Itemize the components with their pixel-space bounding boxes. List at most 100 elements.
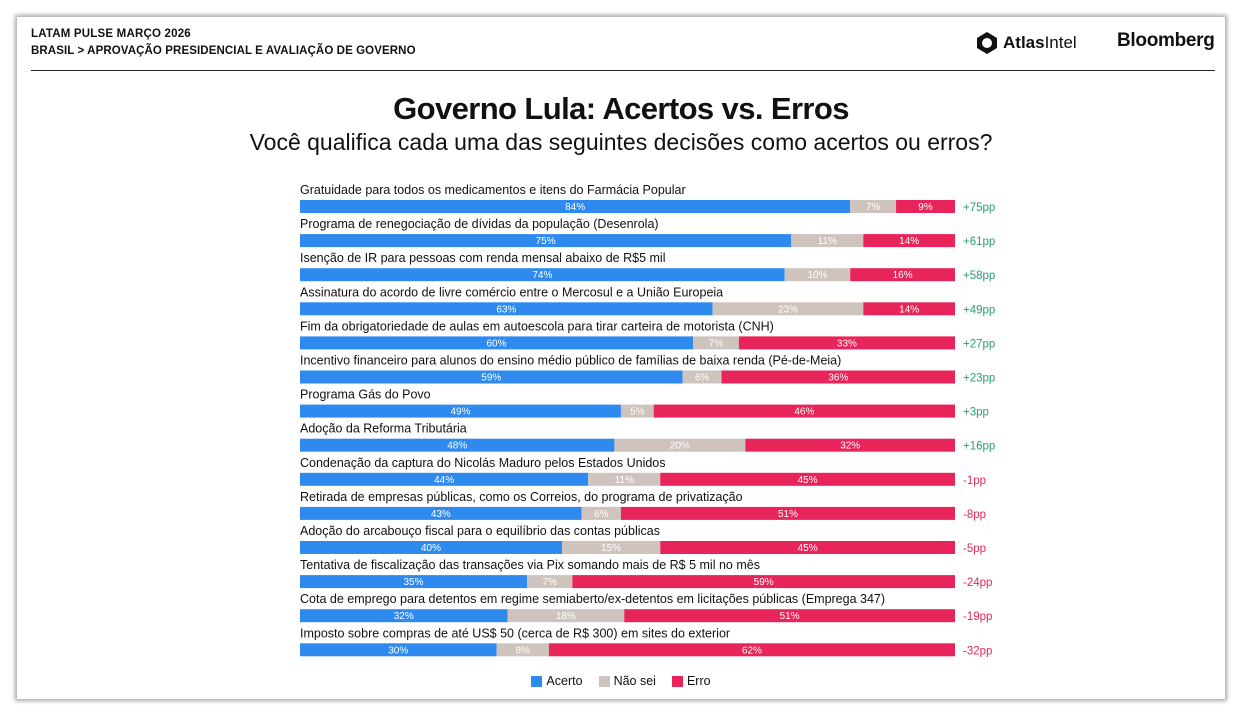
net-difference-label: -19pp [963,611,992,623]
bloomberg-logo: Bloomberg [1117,30,1215,51]
bar-nao-sei-value: 7% [542,577,557,588]
atlasintel-logo-text: AtlasIntel [1003,33,1077,52]
chart-row: Isenção de IR para pessoas com renda men… [300,251,995,282]
question-label: Incentivo financeiro para alunos do ensi… [300,354,841,368]
bar-acerto [300,404,621,418]
bar-acerto [300,472,589,486]
bar-erro-value: 62% [742,645,762,656]
chart-row: Retirada de empresas públicas, como os C… [300,490,986,521]
bar-acerto-value: 75% [536,236,556,247]
chart-subtitle: Você qualifica cada uma das seguintes de… [249,129,993,155]
bar-erro [896,200,955,213]
chart-row: Adoção da Reforma Tributária 48% 20% 32% +16… [300,422,995,453]
net-difference-label: +27pp [963,338,995,350]
report-series-title: LATAM PULSE MARÇO 2026 [31,28,191,40]
legend-swatch-nao-sei [598,675,610,687]
bar-erro [660,541,955,554]
question-label: Gratuidade para todos os medicamentos e … [300,183,686,197]
chart-row: Tentativa de fiscalização das transações… [300,558,992,589]
chart-row: Gratuidade para todos os medicamentos e … [300,183,995,214]
bar-erro-value: 16% [893,270,913,281]
net-difference-label: +61pp [963,236,995,248]
bar-acerto [300,575,527,589]
question-label: Condenação da captura do Nicolás Maduro … [300,456,666,470]
bar-nao-sei-value: 11% [615,475,634,486]
bar-erro-value: 14% [899,304,919,315]
chart-row: Programa Gás do Povo 49% 5% 46% +3pp [300,388,989,419]
question-label: Programa de renegociação de dívidas da p… [300,217,659,231]
net-difference-label: +3pp [963,407,989,419]
bar-erro [863,234,955,248]
bar-acerto-value: 30% [388,645,408,656]
question-label: Adoção do arcabouço fiscal para o equilí… [300,524,660,538]
bar-acerto-value: 49% [450,407,470,418]
bar-nao-sei [588,472,661,486]
bar-nao-sei [526,575,573,589]
bar-nao-sei-value: 23% [778,304,798,315]
bar-erro-value: 45% [798,475,818,486]
bar-erro-value: 36% [828,373,848,384]
bar-nao-sei-value: 6% [594,509,609,520]
question-label: Isenção de IR para pessoas com renda men… [300,251,665,265]
question-label: Adoção da Reforma Tributária [300,422,467,436]
bar-erro [745,438,955,452]
bar-nao-sei-value: 10% [807,270,827,281]
question-label: Tentativa de fiscalização das transações… [300,558,760,572]
chart-row: Programa de renegociação de dívidas da p… [300,217,995,248]
bar-acerto-value: 59% [481,373,501,384]
bar-acerto-value: 84% [565,202,585,213]
bar-erro-value: 32% [840,441,860,452]
chart-row: Incentivo financeiro para alunos do ensi… [300,354,995,385]
net-difference-label: +23pp [963,373,995,385]
bar-acerto-value: 35% [403,577,423,588]
net-difference-label: -1pp [963,475,986,487]
chart-title: Governo Lula: Acertos vs. Erros [393,91,849,126]
legend-swatch-erro [671,675,683,687]
bar-nao-sei [682,370,722,384]
legend-swatch-acerto [531,675,543,687]
bar-erro [850,268,955,282]
bar-nao-sei [712,302,864,316]
bar-nao-sei [791,234,864,248]
bar-erro-value: 33% [837,338,857,349]
legend-item-erro: Erro [671,674,711,688]
bar-acerto [300,302,713,316]
bar-nao-sei [614,438,746,452]
chart-legend: Acerto Não sei Erro [17,674,1225,688]
bar-erro [548,643,955,657]
bar-nao-sei-value: 5% [630,407,645,418]
bar-acerto-value: 40% [421,543,441,554]
bar-erro [738,336,955,350]
bar-nao-sei-value: 7% [866,202,881,213]
bar-nao-sei-value: 7% [709,338,724,349]
bar-erro [660,472,955,486]
question-label: Programa Gás do Povo [300,388,431,402]
bar-acerto [300,643,497,657]
legend-label-acerto: Acerto [546,674,583,688]
bar-erro [653,404,955,418]
bar-erro-value: 59% [754,577,774,588]
bar-acerto [300,438,615,452]
bar-erro-value: 46% [794,407,814,418]
bar-nao-sei-value: 8% [515,645,530,656]
bar-nao-sei-value: 18% [556,611,576,622]
net-difference-label: -24pp [963,577,992,589]
bar-erro-value: 51% [780,611,800,622]
bar-nao-sei [507,609,625,623]
bar-erro-value: 51% [778,509,798,520]
bar-erro-value: 14% [899,236,919,247]
chart-row: Cota de emprego para detentos em regime … [300,592,992,623]
bar-acerto [300,370,683,384]
bar-acerto [300,541,562,554]
bar-erro-value: 9% [918,202,933,213]
legend-item-nao-sei: Não sei [598,674,656,688]
bar-acerto-value: 74% [532,270,552,281]
bar-acerto-value: 48% [447,441,467,452]
bar-nao-sei-value: 15% [601,543,621,554]
legend-label-erro: Erro [686,674,711,688]
chart-row: Condenação da captura do Nicolás Maduro … [300,456,986,487]
net-difference-label: -32pp [963,645,992,657]
bar-acerto-value: 63% [496,304,516,315]
bar-erro [863,302,955,316]
atlasintel-logo-icon [977,32,997,54]
